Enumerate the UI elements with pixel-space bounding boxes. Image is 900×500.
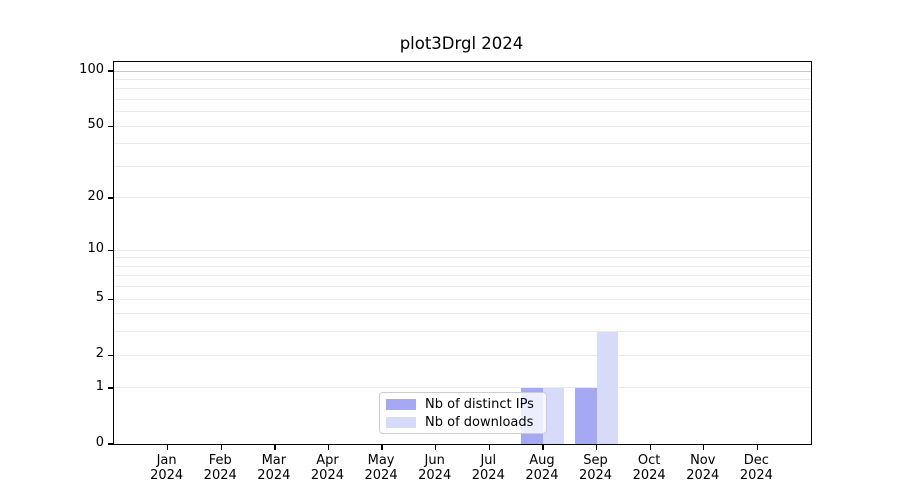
gridline-80 bbox=[114, 88, 811, 90]
x-label-year: 2024 bbox=[364, 468, 398, 483]
gridline-30 bbox=[114, 166, 811, 167]
y-tick-20 bbox=[108, 197, 114, 199]
y-tick-label-10: 10 bbox=[87, 241, 104, 257]
legend-label-distinct-ips: Nb of distinct IPs bbox=[425, 396, 534, 412]
x-tick-jul bbox=[488, 444, 490, 450]
x-label-month: Jun bbox=[424, 453, 445, 468]
x-label-year: 2024 bbox=[150, 468, 184, 483]
x-tick-label-jun: Jun 2024 bbox=[403, 453, 467, 483]
x-tick-label-jan: Jan 2024 bbox=[135, 453, 199, 483]
x-tick-label-apr: Apr 2024 bbox=[295, 453, 359, 483]
x-label-month: Feb bbox=[208, 453, 232, 468]
x-label-year: 2024 bbox=[739, 468, 773, 483]
x-tick-label-feb: Feb 2024 bbox=[188, 453, 252, 483]
x-tick-apr bbox=[327, 444, 330, 450]
gridline-4 bbox=[114, 313, 811, 315]
x-tick-sep bbox=[595, 444, 598, 450]
bar-nb-of-downloads-aug bbox=[542, 387, 565, 444]
x-label-month: Dec bbox=[743, 453, 769, 468]
x-tick-feb bbox=[220, 444, 222, 450]
legend-label-downloads: Nb of downloads bbox=[425, 414, 534, 430]
gridline-1 bbox=[114, 387, 811, 389]
gridline-100 bbox=[114, 70, 811, 72]
x-tick-dec bbox=[756, 444, 759, 450]
x-tick-nov bbox=[703, 444, 705, 450]
gridline-3 bbox=[114, 331, 811, 333]
gridline-7 bbox=[114, 275, 811, 277]
y-tick-label-100: 100 bbox=[79, 62, 104, 78]
gridline-10 bbox=[114, 249, 811, 251]
gridline-70 bbox=[114, 99, 811, 101]
x-tick-label-dec: Dec 2024 bbox=[724, 453, 788, 483]
x-label-month: Mar bbox=[261, 453, 287, 468]
gridline-6 bbox=[114, 286, 811, 288]
gridline-60 bbox=[114, 111, 811, 113]
x-tick-jun bbox=[435, 444, 437, 450]
y-tick-50 bbox=[108, 125, 114, 127]
x-tick-oct bbox=[649, 444, 651, 450]
y-tick-5 bbox=[108, 298, 114, 300]
gridline-90 bbox=[114, 78, 811, 80]
x-label-year: 2024 bbox=[310, 468, 344, 483]
x-tick-label-oct: Oct 2024 bbox=[617, 453, 681, 483]
y-tick-label-0: 0 bbox=[95, 435, 104, 450]
legend-swatch-downloads bbox=[386, 416, 416, 428]
y-tick-label-50: 50 bbox=[87, 117, 104, 133]
x-tick-label-mar: Mar 2024 bbox=[242, 453, 306, 483]
y-tick-100 bbox=[108, 70, 114, 72]
x-label-month: Apr bbox=[316, 453, 339, 468]
x-label-year: 2024 bbox=[578, 468, 613, 483]
x-tick-jan bbox=[167, 444, 169, 450]
x-label-year: 2024 bbox=[686, 468, 720, 483]
gridline-9 bbox=[114, 257, 811, 259]
gridline-20 bbox=[114, 197, 811, 199]
x-label-year: 2024 bbox=[632, 468, 666, 483]
x-label-year: 2024 bbox=[471, 468, 505, 483]
legend: Nb of distinct IPs Nb of downloads bbox=[379, 392, 547, 434]
x-label-year: 2024 bbox=[257, 468, 291, 483]
x-tick-aug bbox=[542, 444, 544, 450]
gridline-40 bbox=[114, 143, 811, 145]
x-tick-mar bbox=[274, 444, 276, 450]
y-tick-label-20: 20 bbox=[87, 188, 104, 204]
legend-item-distinct-ips: Nb of distinct IPs bbox=[386, 397, 540, 412]
y-tick-label-1: 1 bbox=[95, 378, 104, 394]
y-tick-2 bbox=[108, 354, 114, 356]
x-tick-label-may: May 2024 bbox=[349, 453, 413, 483]
legend-swatch-distinct-ips bbox=[386, 398, 416, 410]
x-label-month: May bbox=[367, 453, 395, 468]
bar-nb-of-downloads-sep bbox=[596, 331, 618, 444]
x-label-year: 2024 bbox=[203, 468, 237, 483]
x-label-month: Jul bbox=[480, 453, 497, 468]
x-label-month: Sep bbox=[583, 453, 608, 468]
x-label-month: Aug bbox=[529, 453, 555, 468]
x-label-year: 2024 bbox=[525, 468, 559, 483]
x-tick-label-aug: Aug 2024 bbox=[510, 453, 574, 483]
x-label-month: Oct bbox=[637, 453, 661, 468]
y-tick-0 bbox=[108, 443, 114, 445]
y-tick-label-5: 5 bbox=[95, 290, 104, 306]
x-tick-label-jul: Jul 2024 bbox=[456, 453, 520, 483]
x-label-month: Nov bbox=[690, 453, 716, 468]
y-tick-label-2: 2 bbox=[95, 346, 104, 362]
y-tick-1 bbox=[108, 387, 114, 389]
bar-nb-of-distinct-ips-sep bbox=[575, 387, 597, 444]
y-tick-10 bbox=[108, 249, 114, 251]
x-label-year: 2024 bbox=[418, 468, 452, 483]
x-tick-label-nov: Nov 2024 bbox=[671, 453, 735, 483]
chart-title: plot3Drgl 2024 bbox=[399, 34, 524, 53]
gridline-2 bbox=[114, 354, 811, 356]
gridline-50 bbox=[114, 125, 811, 127]
gridline-5 bbox=[114, 298, 811, 300]
gridline-8 bbox=[114, 265, 811, 267]
x-tick-label-sep: Sep 2024 bbox=[564, 453, 628, 483]
plot-area: Nb of distinct IPs Nb of downloads bbox=[108, 61, 812, 450]
legend-item-downloads: Nb of downloads bbox=[386, 415, 540, 430]
x-tick-may bbox=[381, 444, 383, 450]
x-label-month: Jan bbox=[156, 453, 177, 468]
